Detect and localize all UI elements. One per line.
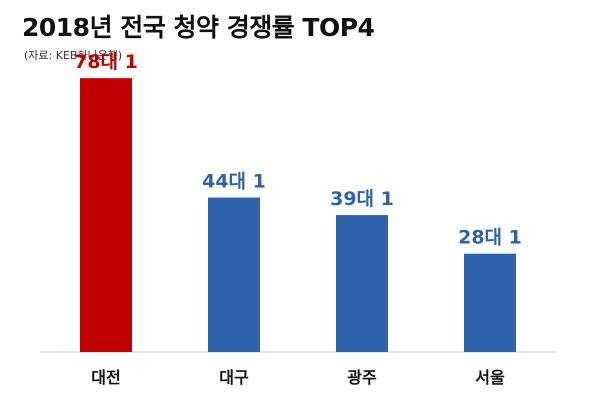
bar-4 (464, 253, 516, 352)
data-label-2: 44대 1 (202, 171, 266, 193)
category-label-4: 서울 (475, 368, 505, 387)
chart-title: 2018년 전국 청약 경쟁률 TOP4 (22, 13, 375, 42)
bar-2 (208, 197, 260, 352)
category-label-1: 대전 (91, 368, 120, 387)
bar-3 (336, 215, 388, 352)
bar-1 (80, 78, 132, 352)
data-label-3: 39대 1 (330, 188, 394, 210)
data-label-4: 28대 1 (458, 227, 522, 249)
source-note: (자료: KEB하나은행) (24, 49, 123, 62)
category-label-3: 광주 (347, 368, 377, 387)
category-label-2: 대구 (219, 368, 249, 387)
data-label-1: 78대 1 (74, 51, 138, 73)
